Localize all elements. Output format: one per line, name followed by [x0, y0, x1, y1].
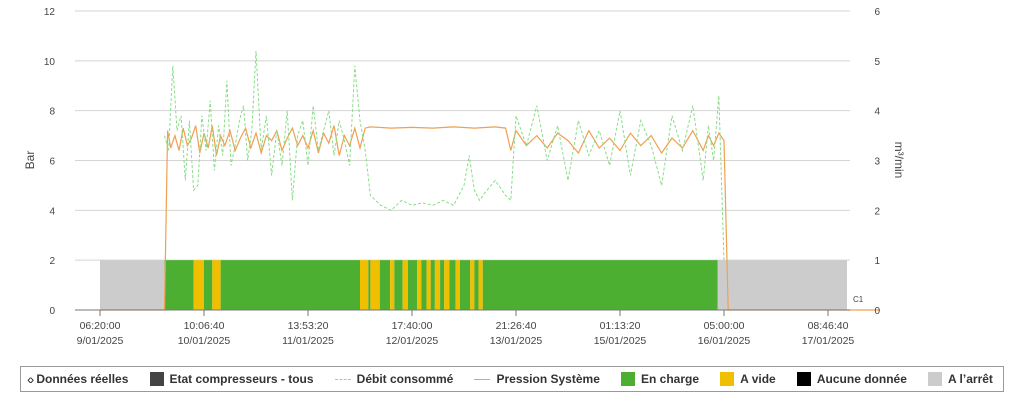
state-segment-load — [449, 260, 456, 310]
legend-label: Données réelles — [36, 372, 129, 386]
x-tick-time: 10:06:40 — [184, 320, 225, 332]
x-tick-time: 05:00:00 — [704, 320, 745, 332]
state-segment-load — [368, 260, 371, 310]
legend-item-7[interactable]: A l’arrêt — [928, 372, 993, 386]
x-tick-date: 13/01/2025 — [490, 335, 543, 347]
state-segment-idle — [434, 260, 441, 310]
axes: 0 0 2 1 4 2 6 3 8 4 10 5 12 6 06:20:00 9/01/2025 10:06:4… — [44, 7, 881, 347]
x-tick-date: 17/01/2025 — [802, 335, 855, 347]
state-segment-load — [474, 260, 479, 310]
legend-swatch — [796, 372, 811, 386]
y-axis-left-label: Bar — [23, 151, 37, 170]
y-tick-left: 6 — [49, 157, 55, 168]
x-tick-date: 12/01/2025 — [386, 335, 439, 347]
legend-label: En charge — [641, 372, 700, 386]
y-axis-right-label: m³/min — [892, 142, 906, 179]
pressure-flow-chart: 0 0 2 1 4 2 6 3 8 4 10 5 12 6 06:20:00 9/01/2025 10:06:4… — [23, 7, 906, 347]
legend-swatch — [149, 372, 164, 386]
y-tick-left: 12 — [44, 7, 56, 18]
legend-item-6[interactable]: Aucune donnée — [796, 372, 907, 386]
state-segment-load — [421, 260, 427, 310]
x-tick-date: 9/01/2025 — [77, 335, 124, 347]
x-tick-time: 17:40:00 — [392, 320, 433, 332]
x-tick-time: 01:13:20 — [600, 320, 641, 332]
pressure-series-line — [100, 125, 880, 311]
legend-line-swatch — [334, 378, 351, 380]
x-tick-date: 16/01/2025 — [698, 335, 751, 347]
legend-item-0[interactable]: ‹› Données réelles — [27, 371, 128, 387]
legend-item-2[interactable]: Débit consommé — [334, 372, 454, 386]
y-tick-left: 2 — [49, 256, 55, 267]
state-segment-idle — [212, 260, 221, 310]
state-segment-load — [482, 260, 718, 310]
legend-item-3[interactable]: Pression Système — [474, 372, 600, 386]
state-segment-load — [379, 260, 391, 310]
state-segment-idle — [478, 260, 483, 310]
legend-label: Aucune donnée — [816, 372, 907, 386]
state-segment-idle — [402, 260, 408, 310]
state-segment-load — [394, 260, 403, 310]
y-tick-right: 6 — [874, 7, 880, 18]
y-tick-left: 10 — [44, 57, 56, 68]
x-tick-time: 21:26:40 — [496, 320, 537, 332]
state-segment-off — [717, 260, 847, 310]
state-segment-idle — [470, 260, 475, 310]
legend-item-1[interactable]: Etat compresseurs - tous — [149, 372, 314, 386]
state-segment-idle — [390, 260, 395, 310]
state-segment-off — [100, 260, 165, 310]
x-tick-time: 06:20:00 — [80, 320, 121, 332]
state-segment-load — [430, 260, 435, 310]
flow-series-line — [164, 50, 725, 261]
y-tick-right: 2 — [874, 206, 880, 217]
state-segment-load — [164, 260, 194, 310]
y-tick-left: 4 — [49, 206, 55, 217]
legend-label: Etat compresseurs - tous — [169, 372, 314, 386]
legend: ‹› Données réelles Etat compresseurs - tou… — [20, 366, 1004, 392]
state-segment-load — [459, 260, 471, 310]
legend-item-5[interactable]: A vide — [720, 372, 776, 386]
y-tick-right: 3 — [874, 157, 880, 168]
state-segment-idle — [370, 260, 380, 310]
state-segment-idle — [444, 260, 450, 310]
legend-item-4[interactable]: En charge — [621, 372, 699, 386]
y-tick-left: 8 — [49, 107, 55, 118]
y-tick-right: 1 — [874, 256, 880, 267]
x-tick-date: 15/01/2025 — [594, 335, 647, 347]
state-segment-idle — [455, 260, 460, 310]
legend-label: A vide — [740, 372, 776, 386]
legend-label: A l’arrêt — [948, 372, 993, 386]
legend-swatch — [720, 372, 735, 386]
y-tick-right: 4 — [874, 107, 880, 118]
x-tick-date: 11/01/2025 — [282, 335, 334, 347]
state-segment-idle — [360, 260, 369, 310]
legend-label: Débit consommé — [356, 372, 454, 386]
legend-label: Pression Système — [496, 372, 600, 386]
series-lines — [100, 50, 880, 311]
state-segment-idle — [417, 260, 422, 310]
legend-swatch — [621, 372, 635, 386]
legend-swatch — [928, 372, 942, 386]
y-tick-left: 0 — [49, 306, 55, 317]
x-tick-date: 10/01/2025 — [178, 335, 231, 347]
state-segment-idle — [426, 260, 431, 310]
y-tick-right: 5 — [874, 57, 880, 68]
x-tick-time: 13:53:20 — [288, 320, 329, 332]
chevron-left-right-icon: ‹› — [27, 371, 34, 387]
legend-line-swatch — [474, 378, 491, 380]
compressor-state-band — [100, 260, 847, 310]
state-segment-load — [220, 260, 360, 310]
state-segment-load — [440, 260, 445, 310]
y-tick-right: 0 — [874, 306, 880, 317]
state-segment-idle — [193, 260, 204, 310]
x-tick-time: 08:46:40 — [808, 320, 849, 332]
state-segment-load — [204, 260, 213, 310]
state-segment-load — [407, 260, 418, 310]
compressor-label: C1 — [853, 295, 864, 304]
